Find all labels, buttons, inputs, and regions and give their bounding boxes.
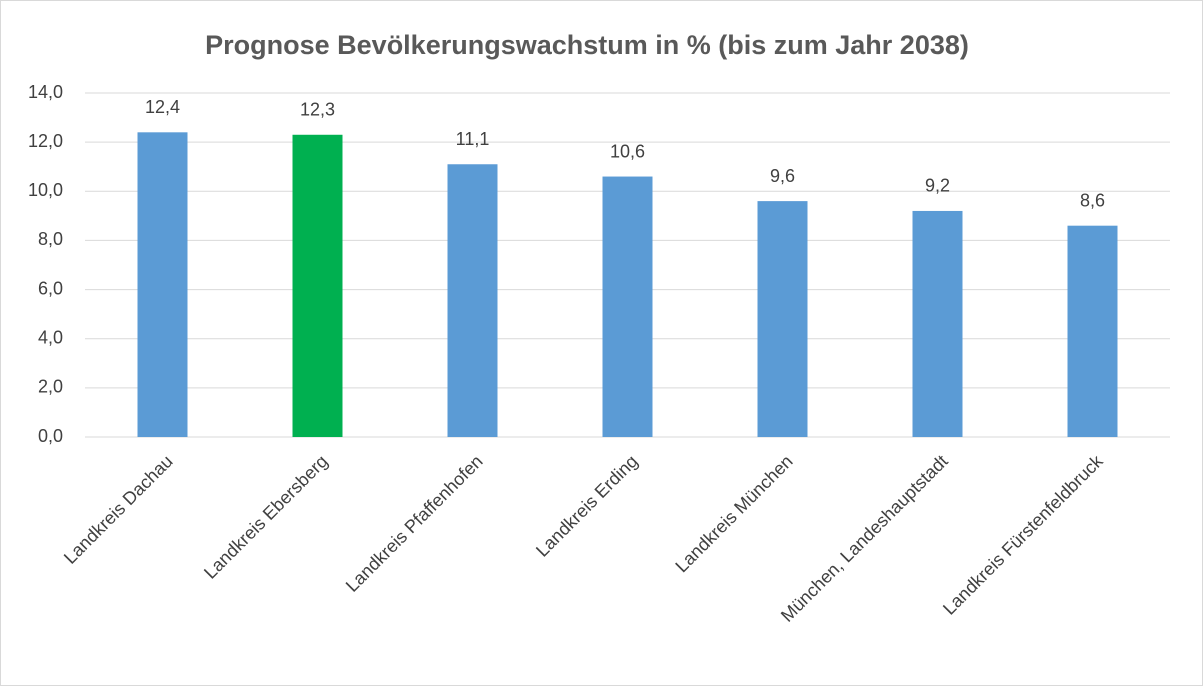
y-tick-label: 4,0 <box>38 327 63 347</box>
data-label: 12,3 <box>300 100 335 120</box>
bar <box>912 210 963 437</box>
data-label: 11,1 <box>456 129 490 149</box>
data-label: 12,4 <box>145 97 180 117</box>
bar <box>1067 225 1118 437</box>
y-tick-label: 12,0 <box>28 131 63 151</box>
data-label: 9,2 <box>925 176 950 196</box>
y-tick-label: 2,0 <box>38 377 63 397</box>
y-tick-label: 8,0 <box>38 229 63 249</box>
bar <box>757 201 808 437</box>
y-tick-label: 6,0 <box>38 278 63 298</box>
bar <box>447 164 498 437</box>
chart-title: Prognose Bevölkerungswachstum in % (bis … <box>205 30 969 60</box>
bar <box>292 134 343 437</box>
y-tick-label: 10,0 <box>28 180 63 200</box>
data-label: 8,6 <box>1080 190 1105 210</box>
data-label: 10,6 <box>610 141 645 161</box>
bar <box>137 132 188 438</box>
y-tick-label: 0,0 <box>38 426 63 446</box>
data-label: 9,6 <box>770 166 795 186</box>
y-tick-label: 14,0 <box>28 82 63 102</box>
bar <box>602 176 653 438</box>
